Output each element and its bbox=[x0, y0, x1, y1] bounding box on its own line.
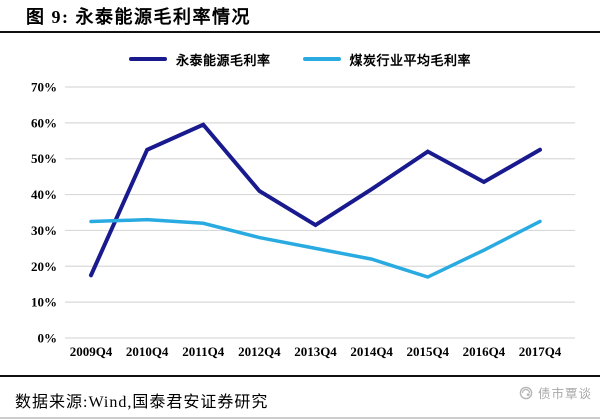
x-tick-label: 2014Q4 bbox=[350, 344, 393, 359]
x-tick-label: 2012Q4 bbox=[238, 344, 281, 359]
y-tick-label: 20% bbox=[31, 259, 57, 274]
x-tick-label: 2016Q4 bbox=[463, 344, 506, 359]
watermark-text: 债市覃谈 bbox=[537, 387, 592, 401]
series-line-1 bbox=[89, 217, 542, 279]
legend-item-0: 永泰能源毛利率 bbox=[128, 50, 271, 69]
watermark-logo-icon bbox=[519, 386, 533, 399]
y-tick-label: 30% bbox=[31, 223, 57, 238]
legend-item-1: 煤炭行业平均毛利率 bbox=[302, 50, 472, 69]
chart-svg: 0% 10% 20% 30% 40% 50% 60% 70% 2009Q4 2010Q4 2011Q… bbox=[31, 80, 575, 359]
footer-divider bbox=[0, 375, 600, 377]
figure-title: 图 9: 永泰能源毛利率情况 bbox=[26, 7, 251, 27]
y-tick-label: 0% bbox=[38, 331, 58, 346]
y-tick-label: 40% bbox=[31, 187, 57, 202]
x-tick-label: 2015Q4 bbox=[406, 344, 449, 359]
x-tick-label: 2010Q4 bbox=[126, 344, 169, 359]
chart-legend: 永泰能源毛利率 煤炭行业平均毛利率 bbox=[0, 50, 600, 68]
y-tick-label: 50% bbox=[31, 151, 57, 166]
legend-label-0: 永泰能源毛利率 bbox=[175, 52, 271, 68]
x-tick-label: 2017Q4 bbox=[519, 344, 562, 359]
legend-swatch-1 bbox=[302, 57, 341, 61]
series-line-0 bbox=[89, 122, 542, 278]
x-tick-label: 2013Q4 bbox=[294, 344, 337, 359]
legend-swatch-0 bbox=[128, 57, 167, 61]
y-tick-label: 10% bbox=[31, 295, 57, 310]
x-tick-label: 2009Q4 bbox=[70, 344, 113, 359]
x-tick-label: 2011Q4 bbox=[182, 344, 224, 359]
data-source-text: 数据来源:Wind,国泰君安证券研究 bbox=[15, 394, 269, 411]
title-divider bbox=[0, 31, 600, 33]
y-tick-label: 70% bbox=[31, 80, 57, 95]
y-tick-label: 60% bbox=[31, 115, 57, 130]
chart-area: 0% 10% 20% 30% 40% 50% 60% 70% 2009Q4 2010Q4 2011Q… bbox=[0, 75, 600, 375]
bottom-divider bbox=[0, 417, 600, 419]
watermark: 债市覃谈 bbox=[519, 383, 592, 402]
legend-label-1: 煤炭行业平均毛利率 bbox=[349, 52, 472, 68]
